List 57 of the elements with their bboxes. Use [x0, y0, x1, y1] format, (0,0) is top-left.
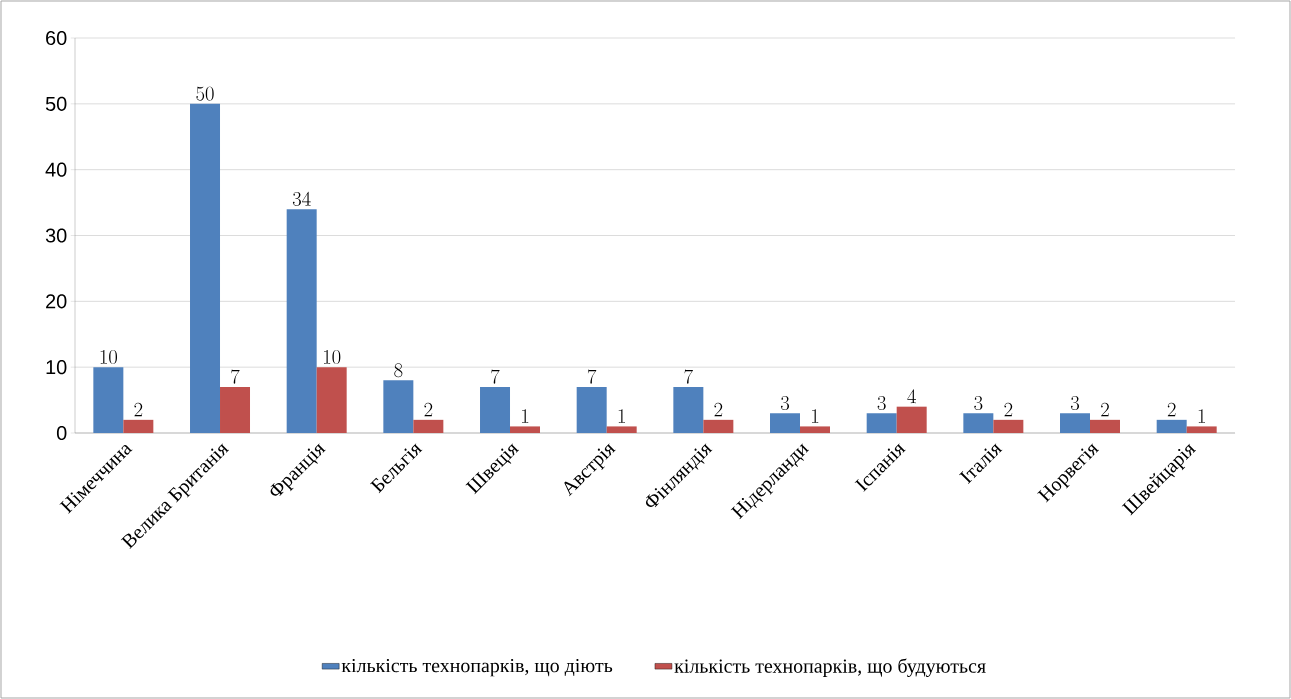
bar — [963, 413, 994, 433]
data-label: 1 — [812, 409, 819, 423]
bar — [1156, 419, 1187, 433]
bar — [93, 367, 124, 433]
data-label: 7 — [587, 369, 597, 384]
bar — [576, 386, 607, 433]
data-label: 1 — [522, 409, 529, 423]
data-label: 10 — [324, 349, 341, 364]
data-label: 3 — [877, 396, 886, 411]
bar — [800, 426, 831, 433]
data-label: 2 — [1101, 402, 1109, 417]
data-label: 1 — [1198, 409, 1205, 423]
bar — [480, 386, 511, 433]
bar — [1090, 419, 1121, 433]
bar — [220, 386, 251, 433]
bar — [383, 380, 414, 433]
data-label: 3 — [974, 396, 983, 411]
y-tick-label: 40 — [45, 162, 67, 177]
bar — [510, 426, 541, 433]
data-label: 3 — [780, 396, 790, 411]
data-label: 34 — [292, 191, 311, 206]
bar — [1060, 413, 1091, 433]
bar — [993, 419, 1024, 433]
y-tick-label: 0 — [56, 425, 67, 441]
bar — [703, 419, 734, 433]
bar — [190, 103, 221, 433]
y-tick-label: 20 — [46, 294, 67, 309]
y-tick-label: 30 — [45, 228, 67, 243]
bar — [1186, 426, 1217, 433]
bar — [770, 413, 801, 433]
y-tick-label: 10 — [46, 360, 67, 375]
data-label: 2 — [1167, 402, 1176, 417]
data-label: 8 — [394, 363, 403, 378]
data-label: 2 — [1004, 402, 1013, 417]
bar — [123, 419, 154, 433]
bar — [673, 386, 704, 433]
data-label: 2 — [714, 402, 723, 417]
bar — [606, 426, 637, 433]
data-label: 7 — [491, 369, 500, 384]
bar — [413, 419, 444, 433]
data-label: 3 — [1070, 396, 1080, 411]
data-label: 10 — [100, 349, 117, 364]
bar — [286, 209, 317, 433]
bar — [896, 406, 927, 433]
data-label: 4 — [907, 389, 916, 404]
data-label: 2 — [424, 402, 433, 417]
data-label: 2 — [134, 402, 143, 417]
data-label: 1 — [618, 409, 625, 423]
legend-label: кількість технопарків, що діють — [341, 658, 613, 677]
bar — [316, 367, 347, 433]
bar — [866, 413, 897, 433]
data-label: 7 — [231, 369, 240, 384]
y-tick-label: 50 — [45, 96, 67, 111]
legend-label: кількість технопарків, що будуються — [674, 658, 986, 677]
data-label: 50 — [196, 86, 214, 101]
y-tick-label: 60 — [46, 30, 67, 46]
data-label: 7 — [684, 369, 693, 384]
